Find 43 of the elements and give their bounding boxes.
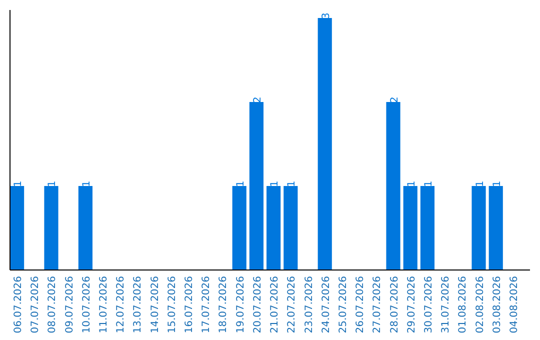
data-label: 1 xyxy=(406,180,418,187)
x-tick-label: 18.07.2026 xyxy=(218,276,230,334)
x-tick-label: 01.08.2026 xyxy=(458,276,469,334)
x-tick-label: 24.07.2026 xyxy=(320,276,332,334)
x-tick-label: 14.07.2026 xyxy=(150,276,161,334)
x-tick-label: 08.07.2026 xyxy=(47,276,58,334)
data-label: 1 xyxy=(286,180,298,187)
x-tick-label: 06.07.2026 xyxy=(13,276,24,334)
x-tick-label: 10.07.2026 xyxy=(81,276,92,334)
x-tick-label: 23.07.2026 xyxy=(304,276,315,334)
x-tick-label: 02.08.2026 xyxy=(474,276,486,334)
x-tick-label: 11.07.2026 xyxy=(98,276,110,334)
x-tick-label: 12.07.2026 xyxy=(116,276,127,334)
x-tick-label: 07.07.2026 xyxy=(30,276,42,334)
x-tick-label: 29.07.2026 xyxy=(406,276,418,334)
x-tick-label: 13.07.2026 xyxy=(132,276,144,334)
x-tick-label: 15.07.2026 xyxy=(166,276,178,334)
data-label: 1 xyxy=(423,180,434,187)
x-tick-label: 19.07.2026 xyxy=(235,276,246,334)
data-label: 1 xyxy=(47,180,58,187)
data-label: 1 xyxy=(270,180,281,187)
x-tick-label: 03.08.2026 xyxy=(492,276,503,334)
data-label: 1 xyxy=(474,180,486,187)
x-tick-label: 17.07.2026 xyxy=(201,276,212,334)
x-tick-label: 30.07.2026 xyxy=(423,276,434,334)
x-tick-label: 04.08.2026 xyxy=(508,276,520,334)
x-tick-label: 16.07.2026 xyxy=(184,276,196,334)
x-tick-label: 20.07.2026 xyxy=(252,276,264,334)
data-label: 1 xyxy=(235,180,246,187)
x-tick-label: 28.07.2026 xyxy=(389,276,400,334)
x-tick-label: 31.07.2026 xyxy=(440,276,452,334)
data-label: 2 xyxy=(389,96,400,103)
x-tick-label: 26.07.2026 xyxy=(355,276,366,334)
x-tick-label: 27.07.2026 xyxy=(372,276,384,334)
data-label: 1 xyxy=(13,180,24,187)
data-label: 1 xyxy=(492,180,503,187)
data-label: 1 xyxy=(81,180,92,187)
x-tick-label: 25.07.2026 xyxy=(338,276,349,334)
data-label: 2 xyxy=(252,96,264,103)
data-label: 3 xyxy=(320,12,332,19)
x-tick-label: 21.07.2026 xyxy=(270,276,281,334)
x-tick-label: 22.07.2026 xyxy=(286,276,298,334)
x-tick-label: 09.07.2026 xyxy=(64,276,76,334)
